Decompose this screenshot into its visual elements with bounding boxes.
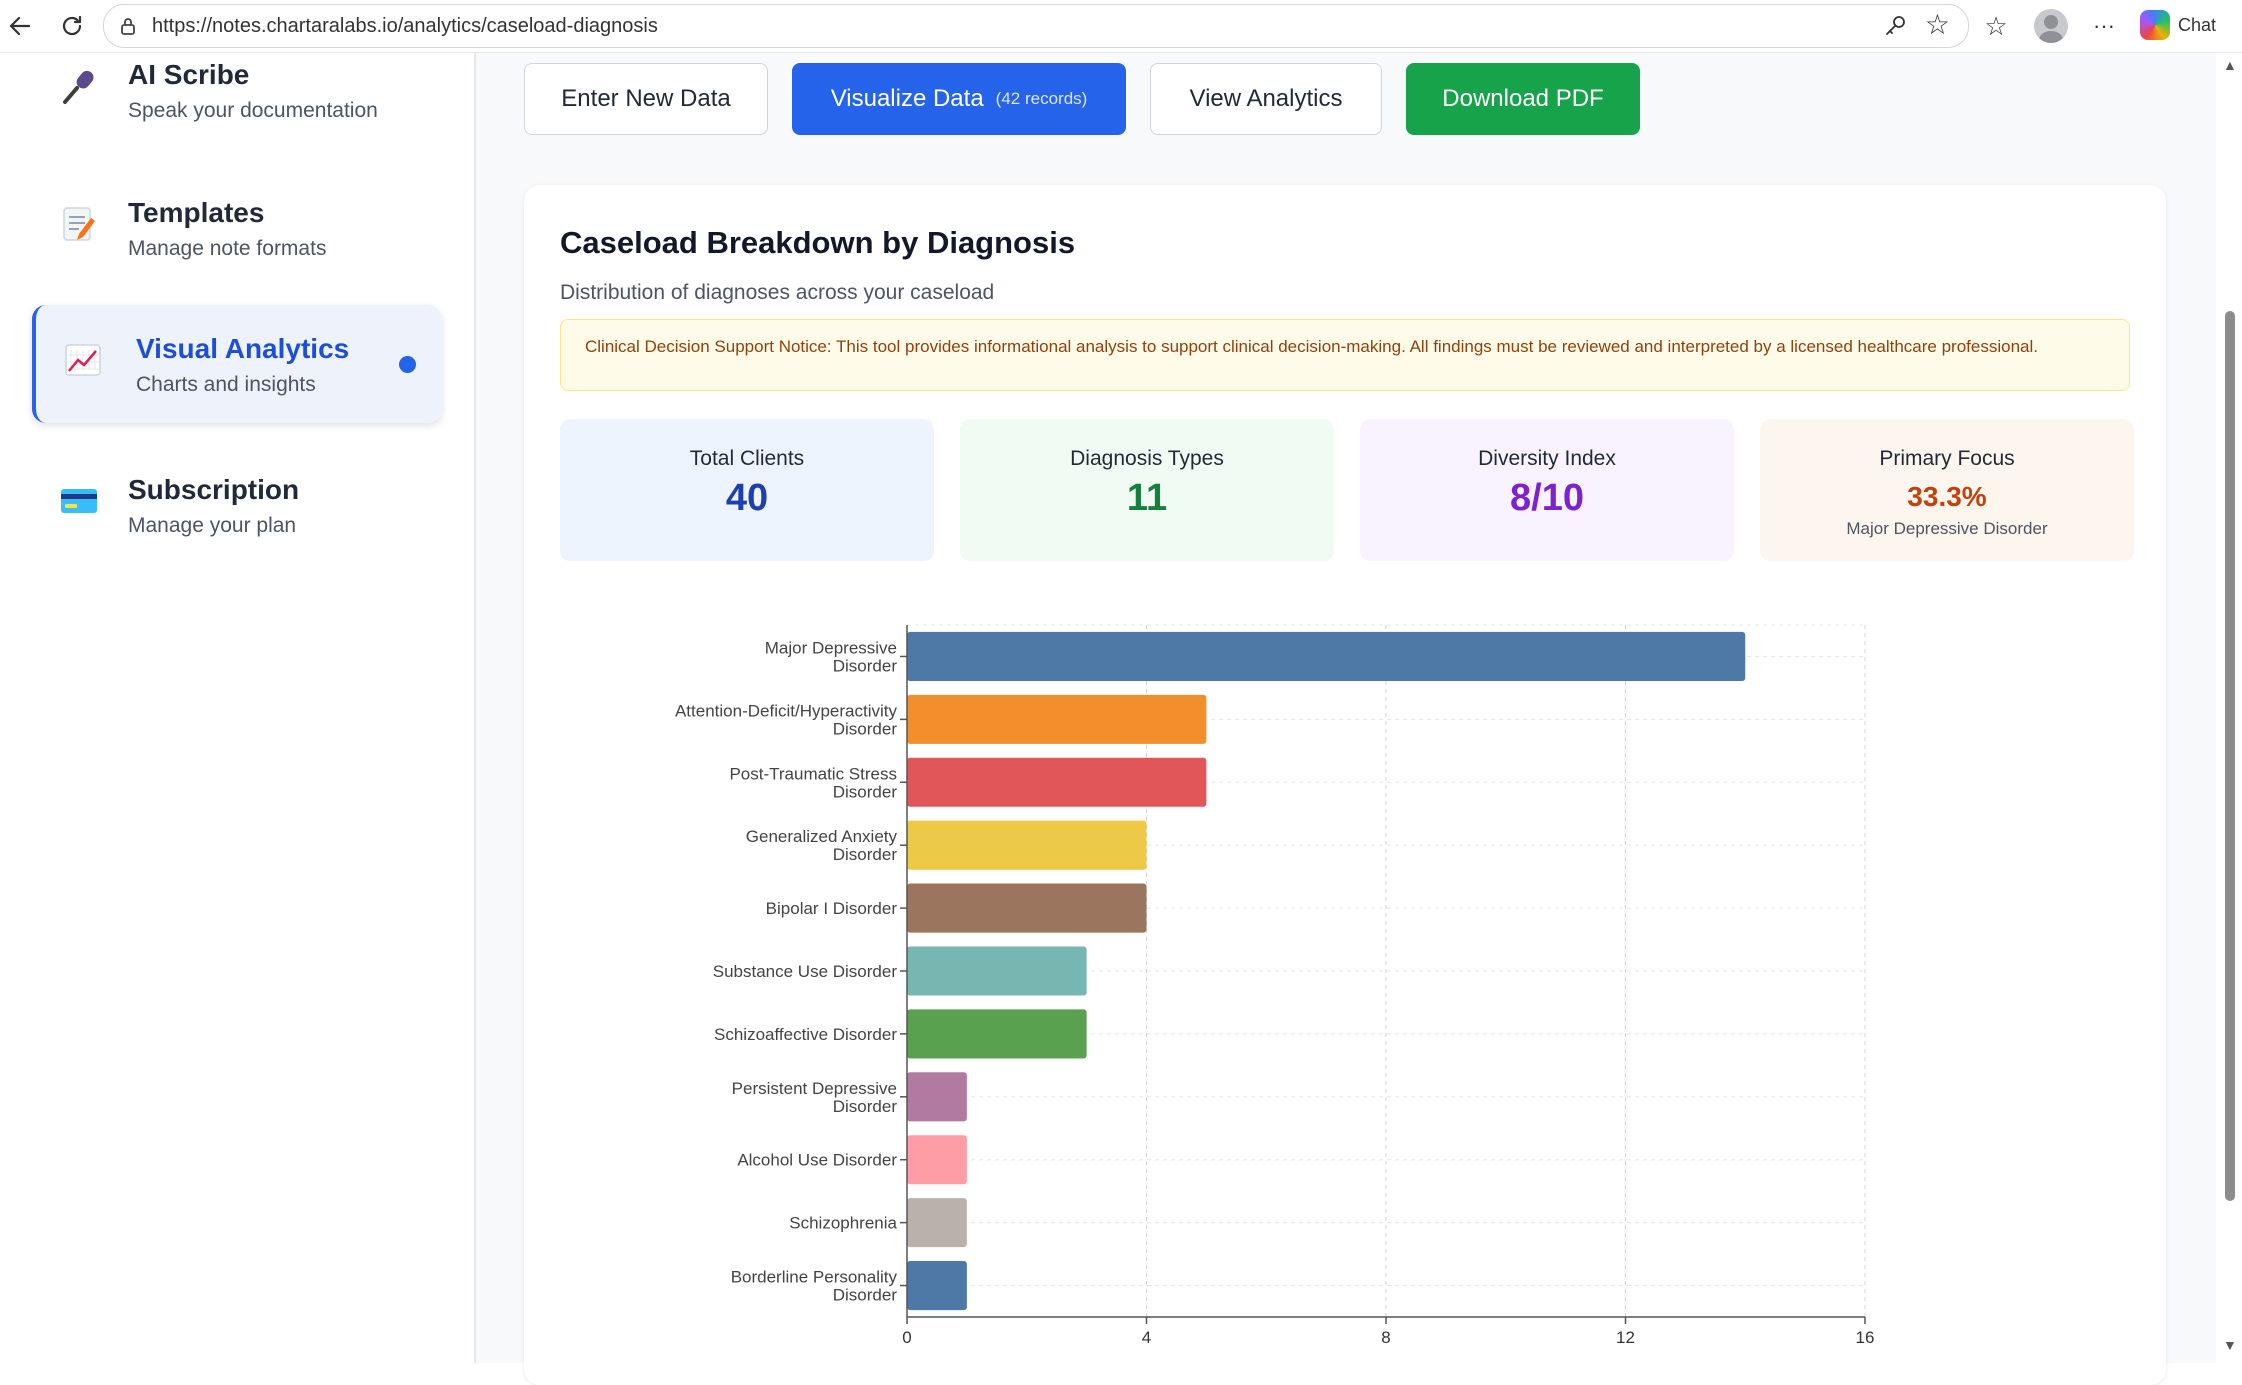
stat-diagnosis-types: Diagnosis Types 11 bbox=[960, 419, 1334, 561]
memo-icon bbox=[58, 203, 100, 245]
caseload-card: Caseload Breakdown by Diagnosis Distribu… bbox=[524, 185, 2166, 1385]
address-bar[interactable]: https://notes.chartaralabs.io/analytics/… bbox=[103, 4, 1969, 48]
stat-label: Total Clients bbox=[689, 447, 805, 470]
x-tick-label: 8 bbox=[1381, 1328, 1390, 1347]
bar-3 bbox=[907, 820, 1147, 870]
bar-7 bbox=[907, 1072, 967, 1122]
chat-label: Chat bbox=[2178, 14, 2217, 35]
y-tick-label: Schizophrenia bbox=[789, 1214, 897, 1233]
key-icon[interactable] bbox=[1884, 14, 1908, 38]
y-tick-label: Substance Use Disorder bbox=[713, 962, 898, 981]
y-tick-label: Bipolar I Disorder bbox=[766, 899, 898, 918]
profile-avatar[interactable] bbox=[2034, 9, 2068, 43]
button-label: Download PDF bbox=[1442, 85, 1604, 112]
bar-0 bbox=[907, 631, 1746, 681]
enter-new-data-button[interactable]: Enter New Data bbox=[524, 63, 768, 135]
stat-diversity-index: Diversity Index 8/10 bbox=[1360, 419, 1734, 561]
diagnosis-bar-chart: 0 4 8 12 16 Major Depressive Disorder Attention… bbox=[675, 624, 1875, 1347]
sidebar-item-subtitle: Manage your plan bbox=[128, 514, 297, 537]
lock-icon bbox=[121, 18, 135, 35]
stat-value: 40 bbox=[725, 477, 769, 519]
stat-label: Primary Focus bbox=[1879, 447, 2015, 470]
records-count: (42 records) bbox=[995, 89, 1088, 108]
sidebar-item-templates[interactable]: Templates Manage note formats bbox=[32, 169, 438, 287]
sidebar-item-title: AI Scribe bbox=[128, 59, 250, 90]
y-tick-label: Alcohol Use Disorder bbox=[737, 1151, 897, 1170]
bar-5 bbox=[907, 946, 1087, 996]
sidebar-item-visual-analytics[interactable]: Visual Analytics Charts and insights bbox=[32, 305, 442, 423]
bar-10 bbox=[907, 1261, 967, 1311]
bar-1 bbox=[907, 694, 1207, 744]
page-scrollbar[interactable]: ▲ ▼ bbox=[2216, 53, 2242, 1363]
browser-toolbar: https://notes.chartaralabs.io/analytics/… bbox=[0, 0, 2242, 53]
y-tick-label: Persistent Depressive Disorder bbox=[732, 1079, 898, 1116]
favorite-star-icon[interactable]: ☆ bbox=[1924, 9, 1950, 40]
url-text: https://notes.chartaralabs.io/analytics/… bbox=[152, 15, 658, 37]
bar-4 bbox=[907, 883, 1147, 933]
stat-value: 11 bbox=[1126, 477, 1168, 519]
stat-label: Diversity Index bbox=[1478, 447, 1616, 470]
x-tick-label: 4 bbox=[1142, 1328, 1151, 1347]
stat-extra: Major Depressive Disorder bbox=[1846, 519, 2048, 538]
clinical-notice: Clinical Decision Support Notice: This t… bbox=[560, 319, 2130, 391]
sidebar-item-title: Visual Analytics bbox=[136, 333, 350, 364]
sidebar-item-subtitle: Speak your documentation bbox=[128, 99, 378, 122]
stat-total-clients: Total Clients 40 bbox=[560, 419, 934, 561]
favorites-icon[interactable]: ☆ bbox=[1984, 10, 2008, 41]
button-label: View Analytics bbox=[1189, 85, 1343, 112]
bar-2 bbox=[907, 757, 1207, 807]
bar-6 bbox=[907, 1009, 1087, 1059]
sidebar-item-subscription[interactable]: Subscription Manage your plan bbox=[32, 446, 438, 564]
y-tick-label: Attention-Deficit/Hyperactivity Disorder bbox=[675, 701, 898, 738]
y-tick-label: Generalized Anxiety Disorder bbox=[746, 827, 898, 864]
scroll-down-icon[interactable]: ▼ bbox=[2223, 1337, 2237, 1353]
back-icon[interactable] bbox=[2, 8, 38, 44]
credit-card-icon bbox=[58, 480, 100, 522]
sidebar: AI Scribe Speak your documentation Templ… bbox=[0, 53, 476, 1363]
scrollbar-thumb[interactable] bbox=[2225, 311, 2235, 1201]
sidebar-item-subtitle: Charts and insights bbox=[136, 373, 316, 396]
scroll-up-icon[interactable]: ▲ bbox=[2223, 57, 2237, 73]
download-pdf-button[interactable]: Download PDF bbox=[1406, 63, 1640, 135]
button-label: Enter New Data bbox=[561, 85, 731, 112]
active-indicator-dot bbox=[399, 356, 416, 373]
x-tick-label: 0 bbox=[902, 1328, 911, 1347]
chart-increasing-icon bbox=[62, 339, 104, 381]
y-tick-label: Borderline Personality Disorder bbox=[731, 1268, 898, 1305]
sidebar-item-subtitle: Manage note formats bbox=[128, 237, 327, 260]
y-tick-label: Major Depressive Disorder bbox=[765, 638, 898, 675]
x-tick-label: 12 bbox=[1616, 1328, 1635, 1347]
more-options-icon[interactable]: ··· bbox=[2093, 13, 2115, 38]
sidebar-item-ai-scribe[interactable]: AI Scribe Speak your documentation bbox=[32, 31, 438, 149]
visualize-data-button[interactable]: Visualize Data (42 records) bbox=[792, 63, 1126, 135]
sidebar-item-title: Subscription bbox=[128, 474, 300, 505]
stat-value: 33.3% bbox=[1907, 481, 1987, 512]
y-tick-label: Post-Traumatic Stress Disorder bbox=[729, 764, 897, 801]
card-title: Caseload Breakdown by Diagnosis bbox=[560, 225, 1076, 260]
main-content: Enter New Data Visualize Data (42 record… bbox=[476, 53, 2216, 1385]
y-tick-label: Schizoaffective Disorder bbox=[714, 1025, 897, 1044]
bar-9 bbox=[907, 1198, 967, 1248]
reload-icon[interactable] bbox=[54, 8, 90, 44]
copilot-icon bbox=[2140, 10, 2170, 40]
view-analytics-button[interactable]: View Analytics bbox=[1150, 63, 1382, 135]
stat-value: 8/10 bbox=[1510, 477, 1584, 519]
copilot-chat-button[interactable]: Chat bbox=[2140, 6, 2216, 44]
stat-primary-focus: Primary Focus 33.3% Major Depressive Dis… bbox=[1760, 419, 2134, 561]
bar-8 bbox=[907, 1135, 967, 1185]
x-tick-label: 16 bbox=[1856, 1328, 1875, 1347]
card-subtitle: Distribution of diagnoses across your ca… bbox=[560, 281, 995, 304]
stat-label: Diagnosis Types bbox=[1070, 447, 1224, 470]
microphone-icon bbox=[58, 65, 100, 107]
sidebar-item-title: Templates bbox=[128, 197, 265, 228]
button-label: Visualize Data bbox=[830, 85, 984, 112]
